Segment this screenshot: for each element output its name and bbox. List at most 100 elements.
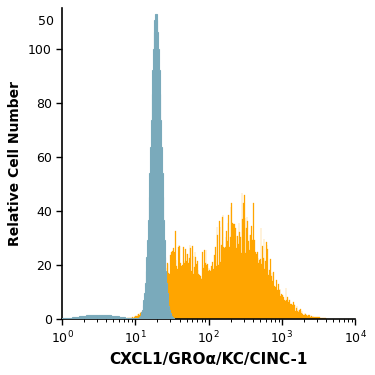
- Bar: [157, 282, 158, 319]
- Bar: [188, 263, 189, 319]
- Bar: [236, 248, 237, 319]
- Bar: [288, 300, 289, 319]
- Bar: [144, 292, 145, 319]
- Bar: [133, 318, 134, 319]
- Bar: [222, 217, 223, 319]
- Bar: [277, 290, 278, 319]
- Bar: [297, 311, 298, 319]
- Bar: [233, 224, 234, 319]
- Bar: [291, 304, 292, 319]
- Bar: [77, 317, 78, 319]
- Bar: [227, 242, 228, 319]
- Bar: [121, 317, 122, 319]
- Bar: [98, 315, 99, 319]
- Bar: [147, 240, 148, 319]
- Bar: [144, 306, 145, 319]
- Bar: [230, 237, 231, 319]
- Bar: [148, 298, 149, 319]
- Bar: [135, 318, 136, 319]
- Bar: [165, 272, 166, 319]
- Bar: [169, 310, 170, 319]
- Bar: [147, 306, 148, 319]
- Bar: [96, 315, 97, 319]
- Bar: [211, 267, 212, 319]
- Bar: [140, 316, 141, 319]
- Bar: [89, 315, 90, 319]
- Bar: [86, 315, 87, 319]
- Bar: [324, 318, 325, 319]
- Bar: [134, 316, 135, 319]
- Bar: [205, 263, 206, 319]
- Bar: [194, 267, 195, 319]
- Bar: [106, 315, 107, 319]
- Bar: [150, 299, 151, 319]
- Bar: [171, 316, 172, 319]
- Bar: [311, 316, 312, 319]
- Bar: [146, 310, 147, 319]
- Bar: [272, 281, 273, 319]
- Bar: [254, 240, 255, 319]
- Text: 50: 50: [38, 15, 54, 28]
- Bar: [328, 318, 329, 319]
- Bar: [263, 258, 264, 319]
- Bar: [118, 316, 119, 319]
- Bar: [164, 278, 165, 319]
- Bar: [225, 237, 226, 319]
- Bar: [161, 147, 162, 319]
- Bar: [238, 244, 239, 319]
- Bar: [120, 317, 121, 319]
- Bar: [286, 300, 287, 319]
- Bar: [173, 318, 174, 319]
- Bar: [136, 318, 137, 319]
- Bar: [128, 318, 129, 319]
- Bar: [252, 240, 253, 319]
- Bar: [92, 315, 93, 319]
- Bar: [304, 313, 305, 319]
- Bar: [218, 265, 219, 319]
- Bar: [321, 318, 322, 319]
- Bar: [319, 317, 320, 319]
- Bar: [232, 223, 233, 319]
- Bar: [141, 312, 142, 319]
- Bar: [293, 302, 294, 319]
- Bar: [258, 262, 259, 319]
- Bar: [164, 240, 165, 319]
- Bar: [138, 314, 139, 319]
- Bar: [167, 263, 168, 319]
- Bar: [150, 147, 151, 319]
- Bar: [200, 276, 201, 319]
- Bar: [159, 278, 160, 319]
- Bar: [256, 254, 257, 319]
- Bar: [162, 280, 163, 319]
- Bar: [208, 271, 209, 319]
- Bar: [161, 269, 162, 319]
- Bar: [166, 283, 167, 319]
- Bar: [70, 318, 71, 319]
- Bar: [171, 252, 172, 319]
- Bar: [137, 318, 138, 319]
- Bar: [158, 49, 159, 319]
- Bar: [158, 279, 159, 319]
- Bar: [156, 300, 157, 319]
- Bar: [312, 317, 313, 319]
- Bar: [298, 312, 299, 319]
- Bar: [153, 49, 154, 319]
- Bar: [314, 317, 315, 319]
- Bar: [69, 318, 70, 319]
- Bar: [138, 318, 139, 319]
- Bar: [124, 317, 125, 319]
- Bar: [235, 228, 236, 319]
- Bar: [140, 313, 141, 319]
- Bar: [139, 317, 140, 319]
- Bar: [130, 318, 131, 319]
- Bar: [169, 274, 170, 319]
- Bar: [81, 316, 82, 319]
- Bar: [136, 316, 137, 319]
- Bar: [88, 315, 89, 319]
- Bar: [160, 270, 161, 319]
- Bar: [259, 260, 260, 319]
- Bar: [203, 268, 204, 319]
- Bar: [229, 247, 230, 319]
- Bar: [102, 315, 103, 319]
- Bar: [151, 300, 152, 319]
